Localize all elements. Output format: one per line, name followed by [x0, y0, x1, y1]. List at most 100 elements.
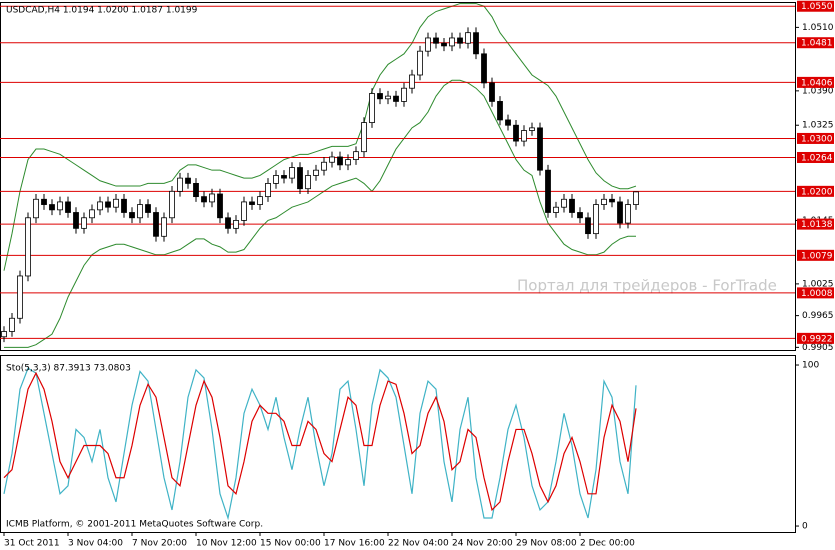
y-tick-label: 0.9965	[802, 311, 834, 321]
bollinger-band	[4, 79, 636, 348]
candle-body	[281, 175, 287, 179]
candle-body	[361, 122, 367, 153]
y-tick-label: 0	[802, 522, 808, 532]
level-label-box	[797, 76, 834, 88]
candle-body	[609, 198, 615, 203]
level-label-box	[797, 332, 834, 344]
candle-body	[577, 212, 583, 219]
level-label: 1.0264	[801, 153, 833, 163]
level-label: 1.0008	[801, 289, 833, 299]
candle-body	[89, 209, 95, 219]
candle-body	[145, 204, 151, 213]
x-tick-label: 31 Oct 2011	[4, 539, 60, 549]
candle-body	[513, 124, 519, 142]
candle-body	[601, 198, 607, 205]
y-tick-label: 0.9905	[802, 343, 834, 353]
candle-body	[441, 42, 447, 47]
level-label: 1.0300	[801, 134, 833, 144]
candle-body	[633, 191, 639, 205]
candle-body	[505, 119, 511, 126]
candle-body	[425, 37, 431, 52]
y-tick-label: 1.0025	[802, 279, 834, 289]
candle-body	[369, 93, 375, 123]
watermark: Портал для трейдеров - ForTrade	[517, 277, 777, 295]
oscillator-line	[3, 367, 637, 521]
x-tick-label: 24 Nov 20:00	[452, 539, 513, 549]
candle-body	[25, 217, 31, 277]
candle-body	[401, 87, 407, 102]
candle-body	[377, 93, 383, 100]
level-label: 1.0138	[801, 220, 833, 230]
candle-body	[625, 204, 631, 224]
candle-body	[449, 37, 455, 47]
level-label-box	[797, 218, 834, 230]
candle-body	[153, 212, 159, 237]
candle-body	[17, 275, 23, 319]
x-tick-label: 15 Nov 00:00	[260, 539, 321, 549]
level-label: 1.0550	[801, 2, 833, 12]
candle-body	[49, 204, 55, 211]
level-label: 1.0079	[801, 251, 833, 261]
candle-body	[337, 156, 343, 166]
x-tick-label: 10 Nov 12:00	[196, 539, 257, 549]
level-label: 1.0481	[801, 39, 833, 49]
candle-body	[209, 193, 215, 203]
candle-body	[1, 331, 7, 338]
candle-body	[113, 198, 119, 208]
candle-body	[161, 217, 167, 237]
candle-body	[121, 198, 127, 213]
candle-body	[585, 217, 591, 235]
oscillator-panel	[0, 355, 796, 533]
candle-body	[497, 101, 503, 121]
candle-body	[393, 95, 399, 102]
axes: 1.05101.03901.03251.01451.00250.99650.99…	[3, 0, 834, 549]
candle-body	[169, 190, 175, 219]
candle-body	[73, 212, 79, 229]
candle-body	[41, 198, 47, 205]
candle-body	[105, 201, 111, 208]
candle-body	[233, 220, 239, 229]
candle-body	[433, 37, 439, 44]
price-title: USDCAD,H4 1.0194 1.0200 1.0187 1.0199	[6, 6, 198, 16]
candle-body	[529, 127, 535, 131]
level-label-box	[797, 0, 834, 12]
copyright: ICMB Platform, © 2001-2011 MetaQuotes So…	[6, 520, 263, 530]
candle-body	[521, 130, 527, 142]
price-plot	[0, 3, 795, 348]
candle-body	[537, 127, 543, 171]
bollinger-band	[3, 3, 637, 271]
candle-body	[177, 177, 183, 192]
oscillator-plot	[3, 367, 637, 521]
y-tick-label: 1.0510	[802, 23, 834, 33]
candle-body	[313, 169, 319, 176]
candle-body	[225, 217, 231, 229]
candle-body	[9, 317, 15, 332]
level-label-box	[797, 287, 834, 299]
candle-body	[81, 217, 87, 229]
candle-body	[409, 74, 415, 89]
y-tick-label: 1.0390	[802, 86, 834, 96]
level-label-box	[797, 249, 834, 261]
candle-body	[329, 156, 335, 163]
candle-body	[297, 167, 303, 190]
candle-body	[137, 204, 143, 219]
x-tick-label: 3 Nov 04:00	[68, 539, 123, 549]
x-tick-label: 22 Nov 04:00	[388, 539, 449, 549]
candle-body	[553, 206, 559, 213]
candle-body	[569, 198, 575, 213]
level-label-box	[797, 185, 834, 197]
candle-body	[473, 32, 479, 55]
level-label-box	[797, 132, 834, 144]
candle-body	[273, 175, 279, 184]
level-label: 1.0200	[801, 187, 833, 197]
candle-body	[457, 37, 463, 44]
y-tick-label: 100	[802, 361, 819, 371]
candle-body	[481, 53, 487, 84]
x-tick-label: 7 Nov 20:00	[132, 539, 187, 549]
oscillator-line	[3, 371, 637, 512]
candle-body	[57, 201, 63, 211]
candle-body	[305, 175, 311, 190]
oscillator-title: Sto(5,3,3) 87.3913 73.0803	[6, 364, 131, 374]
